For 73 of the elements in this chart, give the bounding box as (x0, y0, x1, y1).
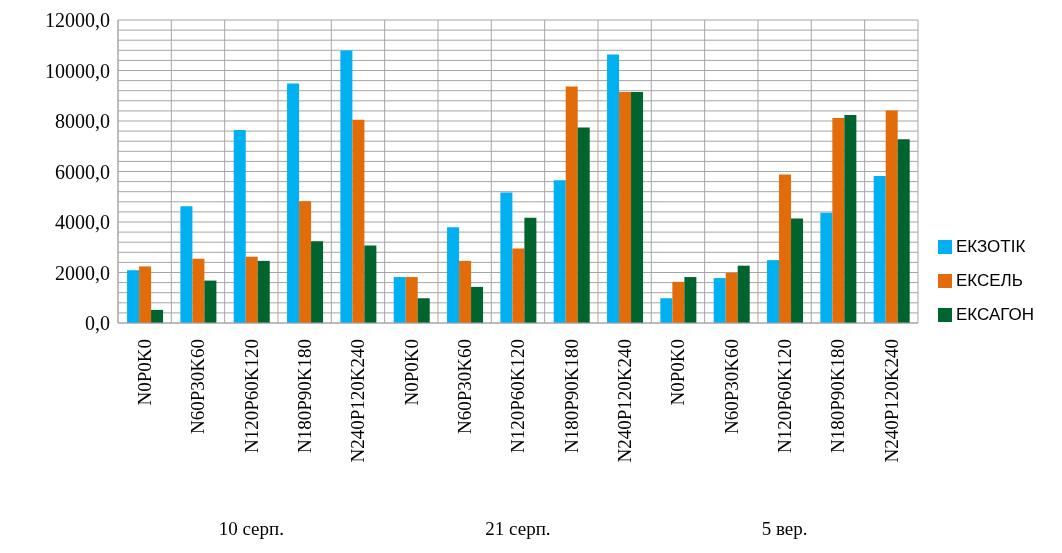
legend-label: ЕКСАГОН (955, 304, 1034, 324)
legend-label: ЕКСЕЛЬ (955, 270, 1023, 290)
bar (417, 298, 430, 323)
x-tick-label: N180P90K180 (560, 339, 582, 454)
bar (713, 278, 726, 323)
bar (340, 50, 353, 323)
bar (672, 281, 685, 323)
legend-label: ЕКЗОТІК (955, 236, 1026, 256)
y-tick-label: 0,0 (85, 312, 110, 335)
bar (897, 139, 910, 323)
bar (393, 277, 406, 323)
bar (660, 298, 673, 323)
bar (684, 277, 697, 323)
x-tick-label: N60P30K60 (720, 339, 742, 435)
text: 10 серп. (218, 518, 284, 539)
text: 21 серп. (485, 518, 551, 539)
bar (405, 277, 418, 323)
bar (447, 227, 460, 323)
bar (820, 212, 833, 323)
bar (512, 248, 525, 323)
bar (737, 265, 750, 323)
bar (471, 286, 484, 323)
y-tick-label: 12000,0 (45, 9, 110, 32)
bar (139, 266, 152, 323)
x-tick-label: N120P60K120 (240, 339, 262, 454)
x-tick-label: N60P30K60 (454, 339, 476, 435)
bar (607, 54, 620, 323)
bar (127, 270, 140, 323)
y-tick-label: 6000,0 (55, 160, 110, 183)
bar (151, 309, 164, 323)
bar (524, 217, 537, 323)
x-tick-label: N0P0K0 (400, 339, 422, 406)
bar (577, 127, 590, 323)
x-tick-label: N0P0K0 (134, 339, 156, 406)
x-tick-label: N240P120K240 (614, 339, 636, 463)
x-tick-label: N0P0K0 (667, 339, 689, 406)
bar (619, 91, 632, 323)
y-tick-label: 10000,0 (45, 59, 110, 82)
bar (180, 206, 193, 323)
x-tick-label: N240P120K240 (347, 339, 369, 463)
bar (192, 258, 205, 323)
y-tick-label: 2000,0 (55, 261, 110, 284)
bar (565, 86, 578, 323)
bar (844, 114, 857, 323)
bar (631, 91, 644, 323)
bar (233, 130, 246, 323)
bar (299, 201, 312, 323)
bar (459, 260, 472, 323)
bar (767, 260, 780, 323)
bar (885, 110, 898, 323)
x-tick-label: N120P60K120 (507, 339, 529, 454)
x-tick-label: N120P60K120 (774, 339, 796, 454)
x-tick-label: N180P90K180 (294, 339, 316, 454)
bar (791, 218, 804, 323)
bar (204, 280, 217, 323)
bar (832, 117, 845, 323)
bar (553, 180, 566, 323)
bar (500, 192, 513, 323)
x-tick-label: N60P30K60 (187, 339, 209, 435)
bar (725, 272, 738, 323)
x-tick-label: N240P120K240 (880, 339, 902, 463)
bar (245, 256, 258, 323)
bar (257, 260, 270, 323)
y-tick-label: 8000,0 (55, 110, 110, 133)
bar (311, 241, 324, 323)
text: 5 вер. (761, 518, 808, 539)
y-tick-label: 4000,0 (55, 211, 110, 234)
bar (352, 119, 365, 323)
bar (873, 176, 886, 323)
bar (287, 83, 300, 323)
bar (779, 174, 792, 323)
bar (364, 245, 377, 323)
x-tick-label: N180P90K180 (827, 339, 849, 454)
